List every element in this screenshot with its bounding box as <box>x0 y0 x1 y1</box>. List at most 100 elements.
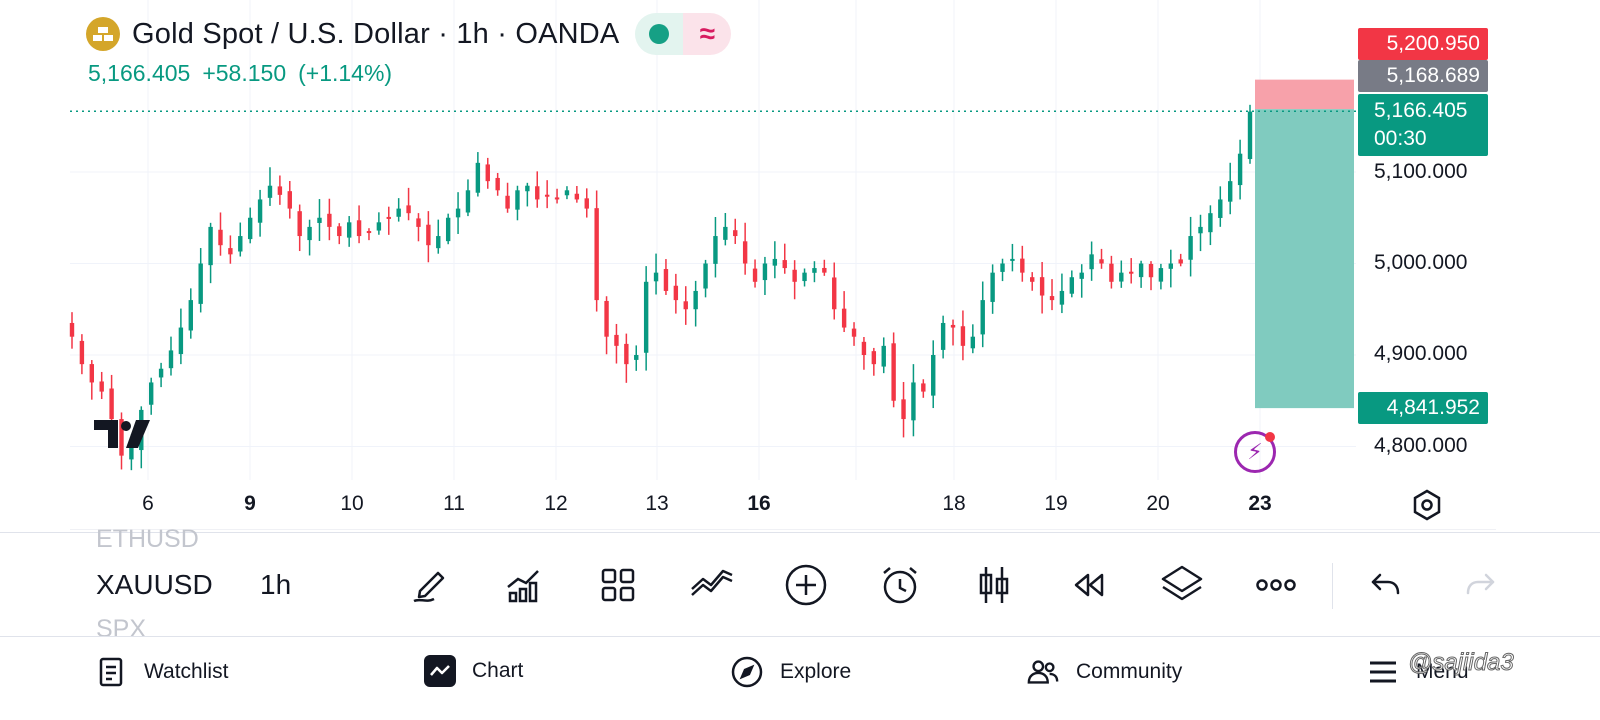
watchlist-icon <box>94 655 128 689</box>
candle <box>851 322 857 346</box>
candle <box>812 261 817 283</box>
tradingview-logo-icon[interactable] <box>92 418 152 455</box>
pencil-icon[interactable] <box>406 561 454 609</box>
candle <box>89 360 94 400</box>
gold-logo-icon <box>86 17 120 51</box>
candle <box>327 198 332 241</box>
candle <box>1099 248 1104 269</box>
candle <box>426 211 431 263</box>
candle <box>307 219 312 256</box>
candle <box>1030 272 1035 291</box>
price-axis-tick: 4,900.000 <box>1374 342 1468 365</box>
candle <box>1119 260 1124 288</box>
price-quote: 5,166.405 +58.150 (+1.14%) <box>88 60 392 87</box>
candle <box>970 324 976 354</box>
price-axis-tick: 5,100.000 <box>1374 160 1468 183</box>
symbol-selector[interactable]: XAUUSD <box>96 569 213 600</box>
candle <box>960 310 966 361</box>
nav-chart[interactable]: Chart <box>424 655 523 687</box>
flash-icon[interactable]: ⚡ <box>1234 431 1276 473</box>
candle <box>1079 264 1084 298</box>
chart-area[interactable]: Gold Spot / U.S. Dollar · 1h · OANDA ≈ 5… <box>0 0 1600 530</box>
more-icon[interactable] <box>1252 561 1300 609</box>
candle <box>188 288 193 339</box>
candle <box>1138 260 1144 288</box>
candle <box>366 228 372 241</box>
layers-icon[interactable] <box>1158 561 1206 609</box>
candle <box>1148 261 1154 291</box>
candle <box>980 281 985 348</box>
candle <box>485 157 490 189</box>
replay-icon[interactable] <box>1064 561 1112 609</box>
nav-menu[interactable]: Menu <box>1366 655 1469 689</box>
candle <box>693 280 698 327</box>
last-price: 5,166.405 <box>88 60 191 86</box>
time-axis-label: 11 <box>443 492 465 515</box>
candle <box>584 188 589 218</box>
candle <box>1020 245 1025 282</box>
candle <box>554 188 560 204</box>
settings-icon[interactable] <box>1410 488 1444 522</box>
candle <box>109 374 114 424</box>
time-axis-label: 23 <box>1248 492 1272 515</box>
candle <box>713 216 718 278</box>
nav-explore[interactable]: Explore <box>730 655 851 689</box>
bottom-navigation: Watchlist Chart Explore Community Menu @… <box>0 636 1600 720</box>
time-axis-label: 16 <box>747 492 771 515</box>
candle <box>624 333 629 383</box>
community-icon <box>1026 655 1060 689</box>
candle <box>535 171 540 208</box>
candle <box>346 216 352 247</box>
candle <box>386 206 391 235</box>
candle <box>911 364 916 437</box>
candle <box>604 296 609 355</box>
nav-watchlist[interactable]: Watchlist <box>94 655 228 689</box>
candle <box>1069 270 1075 298</box>
market-open-dot-icon[interactable] <box>635 13 684 55</box>
candle <box>465 179 471 217</box>
candle <box>921 379 926 398</box>
candle <box>1049 279 1055 311</box>
candle <box>119 412 124 470</box>
hamburger-menu-icon <box>1366 655 1400 689</box>
toolbar-divider <box>1332 563 1333 609</box>
alert-icon[interactable] <box>876 561 924 609</box>
candle <box>317 199 322 241</box>
symbol-title[interactable]: Gold Spot / U.S. Dollar · 1h · OANDA <box>132 17 620 50</box>
layout-grid-icon[interactable] <box>594 561 642 609</box>
redo-icon[interactable] <box>1456 561 1504 609</box>
data-status-icon[interactable]: ≈ <box>683 13 732 55</box>
candle <box>445 213 451 245</box>
candle <box>218 212 223 256</box>
candle <box>178 308 184 365</box>
current-price-tag: 5,166.405 00:30 <box>1358 94 1488 156</box>
candle <box>1010 243 1015 272</box>
add-icon[interactable] <box>782 561 830 609</box>
candle <box>168 336 174 376</box>
candle <box>406 187 411 221</box>
indicators-icon[interactable] <box>500 561 548 609</box>
candle <box>891 332 896 408</box>
compare-icon[interactable] <box>688 561 736 609</box>
status-pill[interactable]: ≈ <box>635 13 732 55</box>
watermark-text: @sajiida3 <box>1408 649 1515 677</box>
candle <box>1059 273 1065 314</box>
candle <box>1178 253 1183 267</box>
prev-symbol[interactable]: ETHUSD <box>96 525 199 553</box>
price-chart[interactable] <box>0 0 1600 530</box>
interval-selector[interactable]: 1h <box>260 569 292 600</box>
target-zone[interactable] <box>1255 79 1354 110</box>
stop-zone[interactable] <box>1255 109 1354 409</box>
candle <box>643 266 649 371</box>
candle <box>228 235 233 264</box>
candle <box>723 213 728 246</box>
candle <box>495 172 500 196</box>
candle <box>1188 216 1193 277</box>
candle <box>436 219 441 254</box>
candle <box>1237 139 1243 200</box>
candle-style-icon[interactable] <box>970 561 1018 609</box>
candle <box>356 205 362 244</box>
undo-icon[interactable] <box>1362 561 1410 609</box>
nav-community[interactable]: Community <box>1026 655 1182 689</box>
candle <box>772 241 778 279</box>
